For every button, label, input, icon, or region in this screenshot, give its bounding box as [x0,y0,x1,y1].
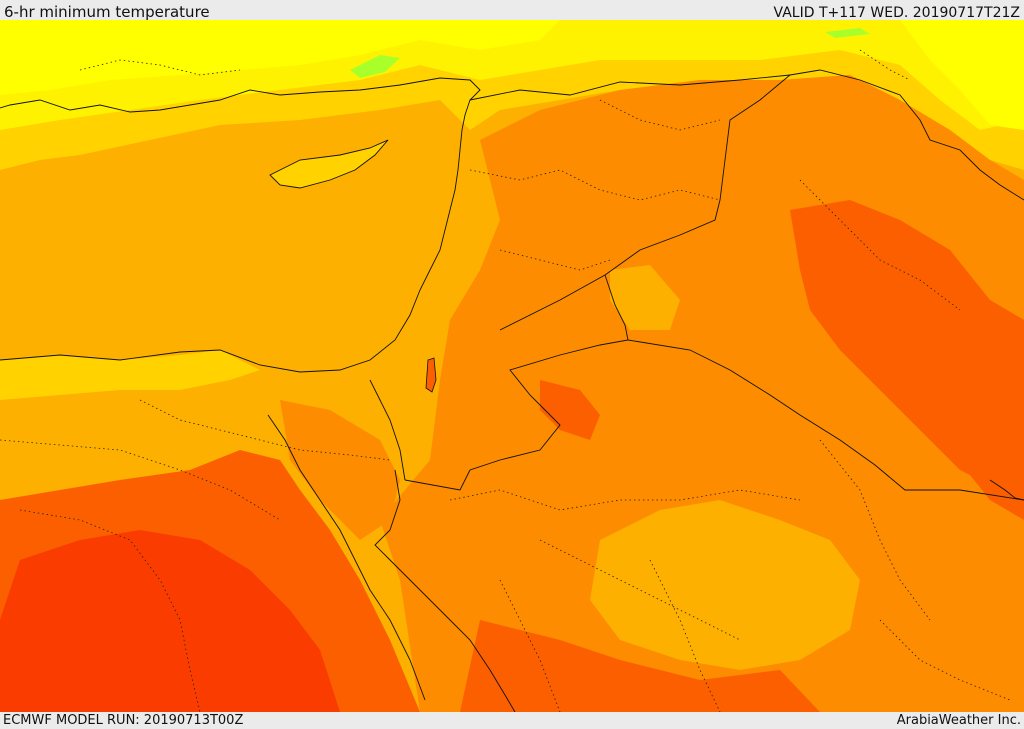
header-bar: 6-hr minimum temperature VALID T+117 WED… [0,0,1024,21]
field-amber-egypt-coast [0,350,260,400]
model-run: ECMWF MODEL RUN: 20190713T00Z [3,713,244,728]
field-orange-sinai [280,400,400,540]
internal-borders [0,49,1011,712]
footer-bar: ECMWF MODEL RUN: 20190713T00Z ArabiaWeat… [0,712,1024,729]
cyprus-coast [269,139,389,189]
field-yellow-pale [0,20,560,95]
national-borders [369,69,1024,501]
valid-time: VALID T+117 WED. 20190717T21Z [773,5,1020,21]
field-amber-jordan [610,265,680,330]
dead-sea [425,357,437,393]
map-svg [0,20,1024,712]
field-darkorange-saudi-south [460,620,820,712]
coastline-med [0,77,481,373]
map-title: 6-hr minimum temperature [4,3,210,21]
field-darkorange-ne [950,450,1024,520]
coastline-redsea-east [374,469,516,712]
field-green-patch-2 [825,28,870,38]
field-amber-saudi [590,500,860,670]
field-red-egypt-2 [40,620,130,690]
field-darkorange-iraq-2 [540,380,600,440]
field-yellow-pale-ne [900,20,1024,130]
field-green-patch [350,55,400,78]
field-darkorange-iraq [790,200,1024,490]
coastline-redsea-west [267,414,426,701]
temperature-map [0,20,1024,712]
credit: ArabiaWeather Inc. [896,713,1021,728]
